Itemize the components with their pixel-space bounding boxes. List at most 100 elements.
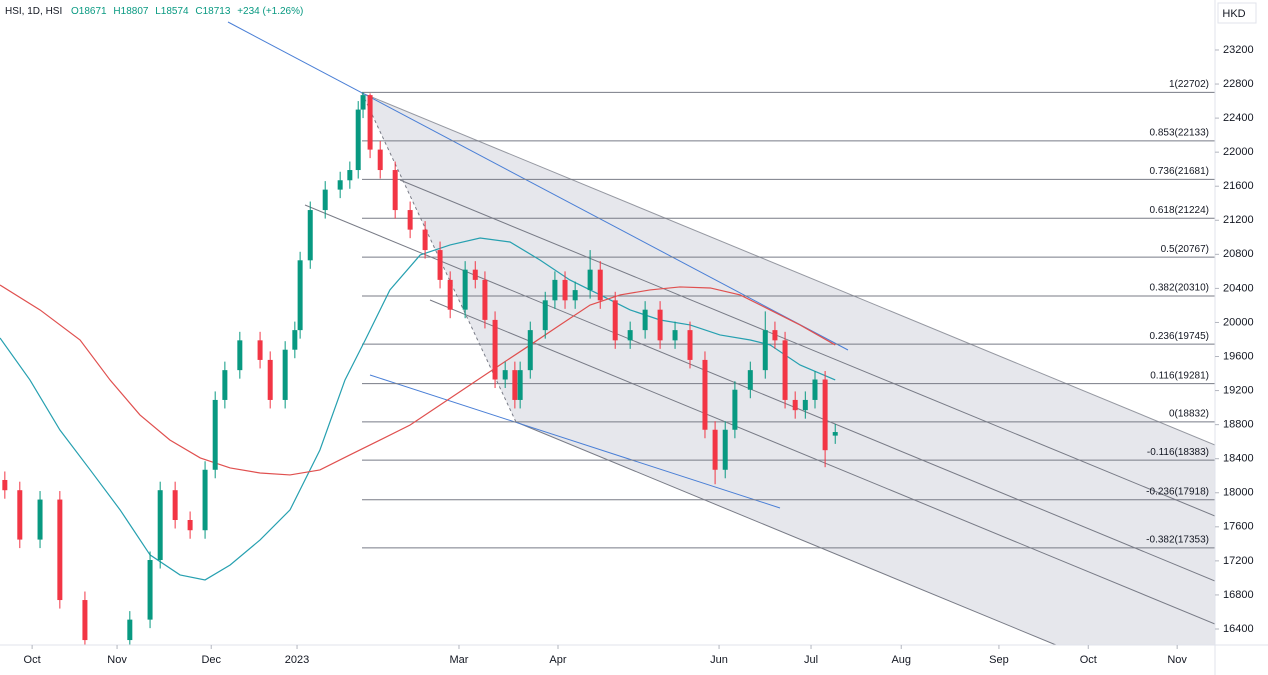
- candle-body: [282, 349, 288, 400]
- candle-body: [657, 309, 663, 341]
- x-tick-label: Nov: [107, 654, 127, 666]
- x-tick-label: Sep: [989, 654, 1009, 666]
- candle-body: [37, 499, 43, 540]
- candle-body: [792, 399, 798, 411]
- y-tick-label: 20400: [1223, 282, 1254, 294]
- fib-label: 0.5(20767): [1161, 244, 1209, 255]
- low: L18574: [155, 6, 189, 17]
- fib-label: -0.116(18383): [1147, 447, 1209, 458]
- candle-body: [572, 290, 578, 301]
- fib-label: 0.736(21681): [1150, 166, 1210, 177]
- candle-body: [267, 359, 273, 400]
- candle-body: [292, 330, 298, 350]
- candle-body: [187, 520, 193, 531]
- fib-label: 1(22702): [1169, 79, 1209, 90]
- candle-body: [82, 600, 88, 641]
- candle-body: [732, 389, 738, 430]
- x-tick-label: Mar: [450, 654, 469, 666]
- candle-body: [447, 279, 453, 310]
- y-tick-label: 20800: [1223, 248, 1254, 260]
- y-tick-label: 17200: [1223, 555, 1254, 567]
- candle-body: [257, 340, 263, 360]
- candle-body: [597, 269, 603, 301]
- candle-body: [322, 189, 328, 211]
- candle-body: [360, 95, 366, 110]
- y-tick-label: 18400: [1223, 453, 1254, 465]
- candle-body: [502, 370, 508, 380]
- candle-body: [237, 340, 243, 371]
- candle-body: [367, 95, 373, 150]
- symbol: HSI, 1D, HSI: [5, 6, 62, 17]
- y-tick-label: 17600: [1223, 521, 1254, 533]
- candle-body: [57, 499, 63, 601]
- candle-body: [2, 479, 8, 491]
- fib-label: 0.382(20310): [1150, 283, 1210, 294]
- y-tick-label: 19200: [1223, 384, 1254, 396]
- candle-body: [702, 359, 708, 430]
- channel-line: [361, 92, 1215, 446]
- candle-body: [527, 330, 533, 371]
- candle-body: [492, 319, 498, 380]
- x-tick-label: 2023: [285, 654, 309, 666]
- candle-body: [407, 210, 413, 230]
- candle-body: [337, 180, 343, 190]
- moving-average: [0, 284, 836, 476]
- candle-body: [812, 379, 818, 400]
- candle-body: [672, 330, 678, 341]
- header: HSI, 1D, HSI O18671 H18807 L18574 C18713…: [5, 6, 303, 17]
- channel-line: [429, 299, 1215, 625]
- y-tick-label: 22000: [1223, 146, 1254, 158]
- y-tick-label: 22800: [1223, 78, 1254, 90]
- candle-body: [202, 469, 208, 531]
- y-tick-label: 21600: [1223, 180, 1254, 192]
- y-tick-label: 19600: [1223, 350, 1254, 362]
- candle-body: [482, 279, 488, 320]
- channel-line: [304, 204, 1215, 582]
- channel-fill: [362, 93, 1215, 645]
- candle-body: [747, 370, 753, 390]
- candle-body: [462, 269, 468, 310]
- candle-body: [472, 269, 478, 280]
- candle-body: [712, 429, 718, 470]
- currency-box: [1217, 2, 1257, 24]
- candle-body: [802, 399, 808, 411]
- x-tick-label: Apr: [549, 654, 566, 666]
- candle-body: [147, 560, 153, 620]
- candle-body: [307, 210, 313, 261]
- y-tick-label: 23200: [1223, 44, 1254, 56]
- fib-label: -0.382(17353): [1146, 534, 1209, 545]
- x-tick-label: Oct: [24, 654, 41, 666]
- y-tick-label: 21200: [1223, 214, 1254, 226]
- y-tick-label: 22400: [1223, 112, 1254, 124]
- currency: HKD: [1222, 8, 1245, 20]
- candle-body: [172, 490, 178, 521]
- fib-levels: 1(22702) 0.853(22133) 0.736(21681) 0.618(21…: [362, 79, 1215, 549]
- trend-line: [227, 21, 849, 351]
- series: [0, 92, 838, 645]
- x-tick-label: Nov: [1167, 654, 1187, 666]
- candle-body: [832, 432, 838, 436]
- close: C18713: [195, 6, 230, 17]
- candle-body: [212, 399, 218, 470]
- candle-body: [782, 340, 788, 400]
- fib-label: 0.853(22133): [1150, 127, 1210, 138]
- change: +234 (+1.26%): [237, 6, 303, 17]
- candle-body: [422, 229, 428, 251]
- candle-body: [157, 490, 163, 561]
- open: O18671: [71, 6, 107, 17]
- candle-body: [222, 370, 228, 400]
- y-tick-label: 20000: [1223, 316, 1254, 328]
- candle-body: [542, 300, 548, 331]
- x-tick-label: Jul: [804, 654, 818, 666]
- fib-label: 0.236(19745): [1150, 331, 1210, 342]
- candle-body: [127, 619, 133, 641]
- y-tick-label: 18800: [1223, 419, 1254, 431]
- fib-label: -0.236(17918): [1146, 486, 1209, 497]
- candle-body: [392, 170, 398, 211]
- candle-body: [772, 330, 778, 341]
- drawings: [227, 21, 1215, 645]
- candle-body: [347, 170, 353, 181]
- high: H18807: [113, 6, 148, 17]
- candle-body: [355, 109, 361, 171]
